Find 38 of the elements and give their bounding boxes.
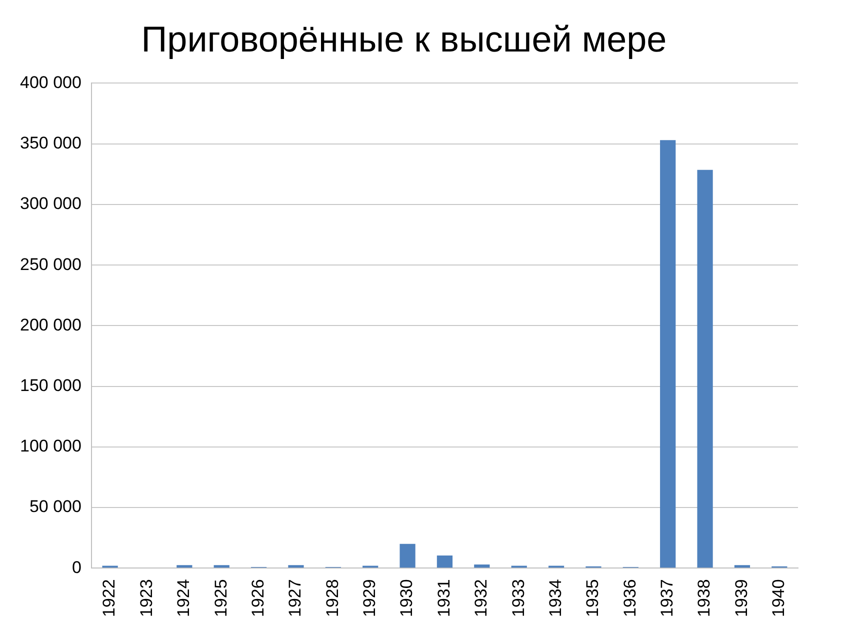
bar [176,565,192,568]
y-tick-label: 400 000 [20,72,82,92]
x-tick-label: 1935 [583,579,602,618]
x-tick-label: 1932 [472,579,491,618]
x-tick-label: 1924 [174,579,194,618]
x-tick-label: 1927 [286,579,305,618]
chart-title: Приговорённые к высшей мере [141,18,667,60]
y-tick-label: 250 000 [20,254,82,274]
x-tick-label: 1926 [248,579,268,618]
bar [400,544,416,568]
y-tick-label: 150 000 [20,376,82,395]
x-tick-label: 1923 [136,579,156,618]
x-tick-label: 1939 [732,579,751,618]
x-tick-label: 1929 [360,579,380,618]
x-tick-label: 1922 [100,579,119,618]
y-tick-label: 300 000 [20,194,82,214]
x-tick-label: 1940 [769,579,788,618]
x-tick-label: 1930 [397,579,416,618]
y-tick-label: 100 000 [20,436,82,456]
x-tick-label: 1934 [546,579,565,618]
y-tick-label: 50 000 [29,497,82,516]
y-tick-label: 200 000 [20,315,82,334]
x-tick-label: 1931 [434,579,454,618]
y-tick-label: 350 000 [20,134,82,153]
x-tick-label: 1933 [508,579,528,618]
x-tick-label: 1936 [620,579,640,618]
bar [697,170,713,568]
bar [214,565,230,568]
x-tick-label: 1925 [211,579,230,618]
x-tick-label: 1938 [694,579,714,618]
y-tick-label: 0 [72,558,82,577]
bar [734,565,750,568]
x-tick-label: 1937 [658,579,677,618]
bar [436,555,453,568]
bar [288,565,304,568]
bar [474,564,490,568]
bar [660,140,676,568]
x-tick-label: 1928 [322,579,342,618]
